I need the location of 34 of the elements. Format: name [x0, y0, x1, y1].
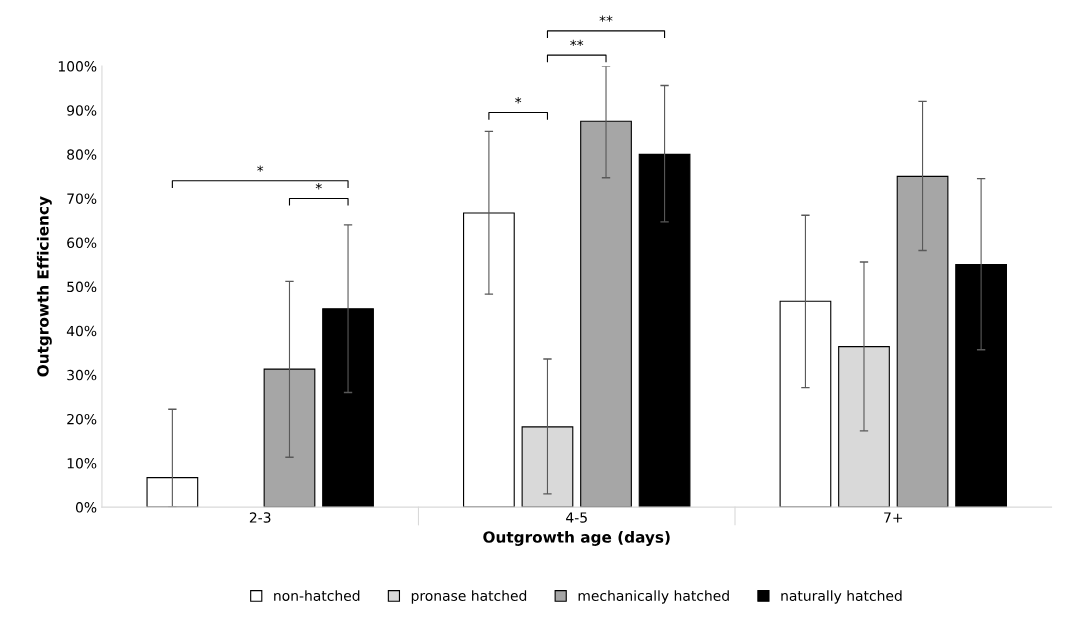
- y-tick-label: 90%: [67, 105, 97, 116]
- x-axis-title: Outgrowth age (days): [483, 531, 670, 546]
- annotation: *: [315, 183, 322, 190]
- y-tick-label: 100%: [58, 61, 97, 72]
- annotation: *: [257, 165, 264, 172]
- text: **: [599, 15, 613, 22]
- y-tick-label: 50%: [67, 281, 97, 293]
- y-tick-label: 20%: [67, 413, 97, 425]
- y-tick-label: 60%: [67, 237, 97, 249]
- legend-label: mechanically hatched: [578, 590, 729, 604]
- bar: [463, 212, 515, 508]
- y-axis-title: Outgrowth Efficiency: [36, 196, 52, 377]
- bar: [322, 308, 374, 508]
- x-tick-label: 4-5: [566, 512, 587, 523]
- bar: [146, 477, 199, 508]
- bar: [896, 175, 949, 508]
- x-tick-label: 2-3: [249, 512, 271, 523]
- legend-label: non-hatched: [274, 590, 360, 601]
- legend-label: pronase hatched: [411, 590, 527, 604]
- y-tick-label: 70%: [67, 193, 97, 204]
- bar: [263, 368, 316, 508]
- y-tick-label: 30%: [67, 369, 97, 381]
- bar: [580, 120, 632, 508]
- text: **: [570, 39, 584, 47]
- bar: [955, 264, 1007, 508]
- x-tick-label: 7+: [884, 512, 903, 523]
- legend-label: naturally hatched: [781, 590, 902, 604]
- y-tick-label: 40%: [66, 325, 97, 337]
- y-tick-label: 0%: [75, 502, 97, 513]
- y-tick-label: 10%: [67, 458, 97, 469]
- annotation: *: [515, 97, 522, 104]
- y-tick-label: 80%: [67, 149, 97, 160]
- bar: [779, 300, 832, 508]
- bar: [638, 153, 691, 508]
